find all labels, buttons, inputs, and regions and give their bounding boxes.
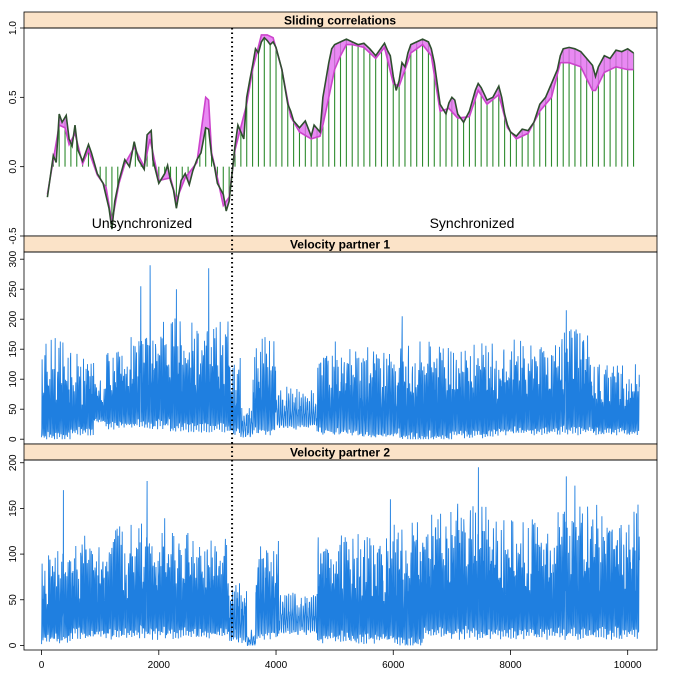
velocity-series xyxy=(41,265,640,440)
velocity-line xyxy=(41,467,640,646)
x-tick-label: 10000 xyxy=(614,660,642,671)
plot-frame xyxy=(23,459,658,651)
panel-title: Velocity partner 1 xyxy=(290,238,390,252)
y-tick-label: 100 xyxy=(8,545,19,562)
x-tick-label: 0 xyxy=(39,660,45,671)
y-tick-label: 300 xyxy=(8,250,19,267)
x-tick-label: 4000 xyxy=(265,660,288,671)
correlation-bars xyxy=(52,37,635,230)
panel-title: Velocity partner 2 xyxy=(290,446,390,460)
x-tick-label: 2000 xyxy=(148,660,171,671)
y-tick-label: 0.0 xyxy=(8,159,19,173)
y-tick-label: 200 xyxy=(8,310,19,327)
correlation-lines xyxy=(46,34,635,230)
panel-velocity-partner-1: Velocity partner 1 0 50 100 150 200 250 300 xyxy=(8,235,658,445)
x-tick-label: 8000 xyxy=(499,660,522,671)
velocity-series xyxy=(41,467,640,646)
velocity-line xyxy=(41,265,640,440)
annotation-unsynchronized: Unsynchronized xyxy=(92,215,192,231)
y-axis: -0.5 0.0 0.5 1.0 xyxy=(8,21,24,245)
panel-title: Sliding correlations xyxy=(284,14,396,28)
y-tick-label: 1.0 xyxy=(8,21,19,35)
y-tick-label: 50 xyxy=(8,594,19,606)
y-axis: 0 50 100 150 200 250 300 xyxy=(8,250,24,442)
series-line xyxy=(46,36,635,230)
y-tick-label: 150 xyxy=(8,500,19,517)
annotation-synchronized: Synchronized xyxy=(430,215,515,231)
y-tick-label: 200 xyxy=(8,454,19,471)
x-tick-label: 6000 xyxy=(382,660,405,671)
y-tick-label: 50 xyxy=(8,403,19,415)
panel-velocity-partner-2: Velocity partner 2 0 50 100 150 200 xyxy=(8,443,658,651)
series-band xyxy=(47,34,634,230)
y-tick-label: 0 xyxy=(8,436,19,442)
y-tick-label: -0.5 xyxy=(8,227,19,245)
y-tick-label: 150 xyxy=(8,340,19,357)
y-tick-label: 0 xyxy=(8,642,19,648)
y-tick-label: 250 xyxy=(8,280,19,297)
y-tick-label: 0.5 xyxy=(8,90,19,104)
x-axis: 0 2000 4000 6000 8000 10000 xyxy=(39,650,642,671)
y-axis: 0 50 100 150 200 xyxy=(8,454,24,648)
panel-sliding-correlations: Sliding correlations -0.5 0.0 0.5 1.0 Unsyn… xyxy=(8,11,658,245)
y-tick-label: 100 xyxy=(8,370,19,387)
